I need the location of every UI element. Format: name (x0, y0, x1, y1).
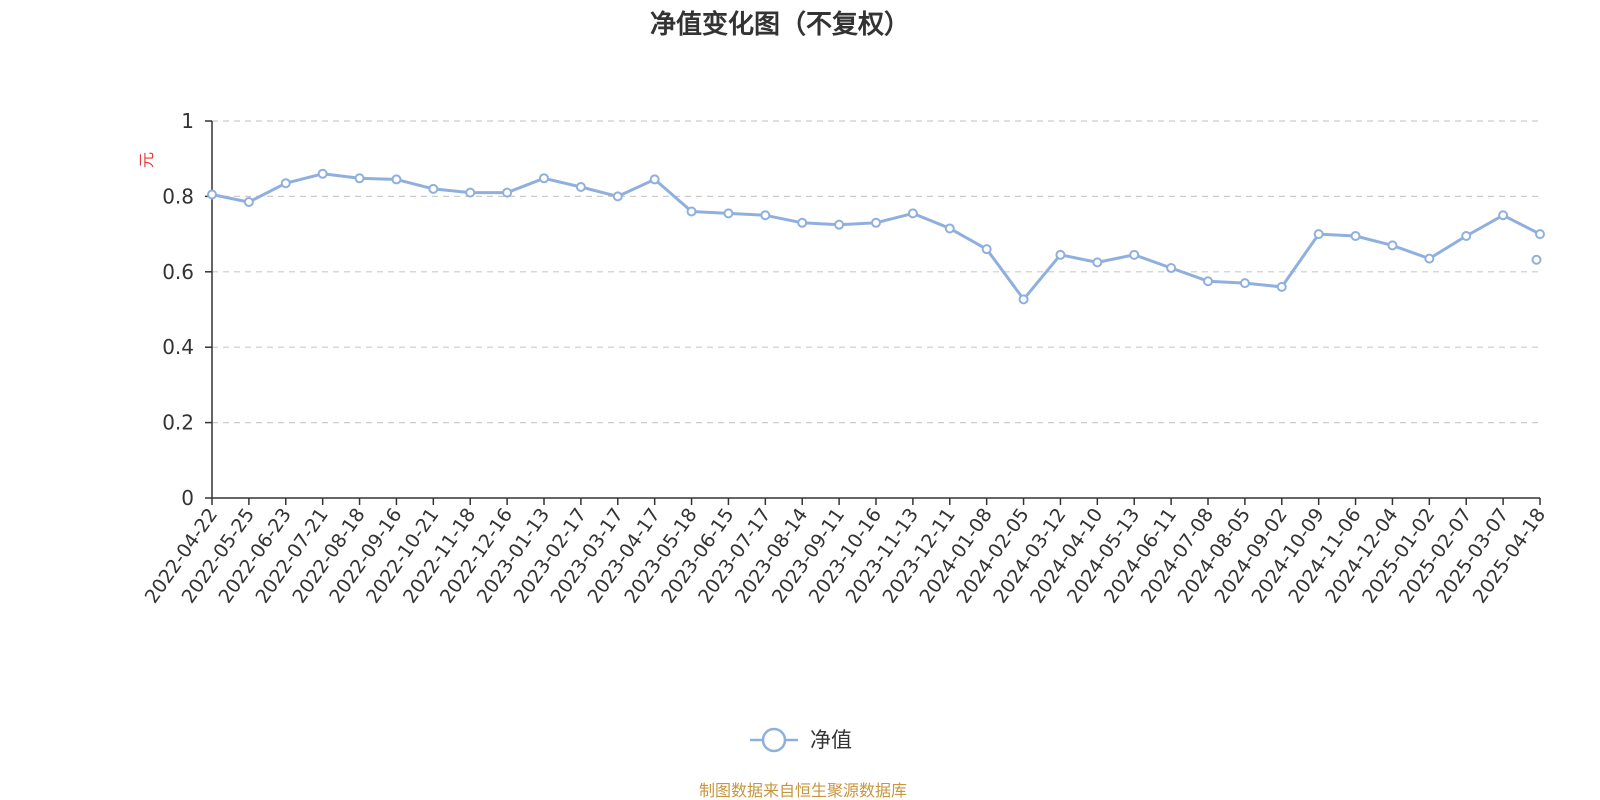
chart-title: 净值变化图（不复权） (650, 9, 910, 40)
legend-marker-swatch (761, 727, 787, 753)
data-point (280, 178, 291, 189)
y-axis-unit: 元 (137, 152, 156, 168)
data-point (1018, 294, 1029, 305)
data-point (575, 181, 586, 192)
data-point (465, 187, 476, 198)
data-point (354, 173, 365, 184)
data-point (502, 187, 513, 198)
data-point (391, 174, 402, 185)
series-nav (207, 168, 1545, 305)
series-line (211, 172, 1541, 301)
y-axis: 0 0.2 0.4 0.6 0.8 1 (162, 109, 213, 510)
data-point (1239, 278, 1250, 289)
data-point (1535, 229, 1545, 240)
data-point (1461, 230, 1472, 241)
data-point (539, 173, 549, 184)
data-point (1092, 257, 1103, 268)
data-point (1055, 249, 1066, 260)
data-point (871, 217, 881, 228)
data-point (1276, 281, 1287, 292)
data-point (723, 208, 734, 219)
y-tick-label: 0.4 (162, 335, 194, 359)
grid-lines (212, 120, 1540, 424)
data-point (1313, 229, 1324, 240)
y-tick-label: 1 (181, 109, 194, 133)
data-point (760, 210, 771, 221)
y-tick-label: 0 (181, 486, 194, 510)
y-tick-label: 0.8 (162, 184, 194, 208)
legend[interactable]: 净值 (750, 727, 852, 753)
data-point (834, 219, 845, 230)
data-point (1424, 253, 1435, 264)
data-point (797, 217, 808, 228)
x-axis: 2022-04-222022-05-252022-06-232022-07-21… (141, 497, 1550, 607)
data-point (1387, 240, 1398, 251)
data-point (1203, 276, 1213, 287)
data-source-note: 制图数据来自恒生聚源数据库 (699, 781, 907, 800)
legend-label-nav: 净值 (810, 728, 852, 752)
data-point (428, 183, 439, 194)
data-point (1531, 254, 1542, 265)
data-point (1129, 249, 1140, 260)
data-point (981, 244, 992, 255)
data-point (686, 206, 697, 217)
data-point (907, 208, 918, 219)
data-point (207, 189, 217, 200)
data-point (1166, 263, 1177, 274)
data-point (243, 197, 254, 208)
data-point (1350, 230, 1361, 241)
y-tick-label: 0.2 (162, 411, 194, 435)
data-point (649, 174, 660, 185)
y-tick-label: 0.6 (162, 260, 194, 284)
data-point (944, 223, 955, 234)
data-point (1498, 210, 1509, 221)
data-point (612, 191, 623, 202)
data-point (317, 168, 328, 179)
